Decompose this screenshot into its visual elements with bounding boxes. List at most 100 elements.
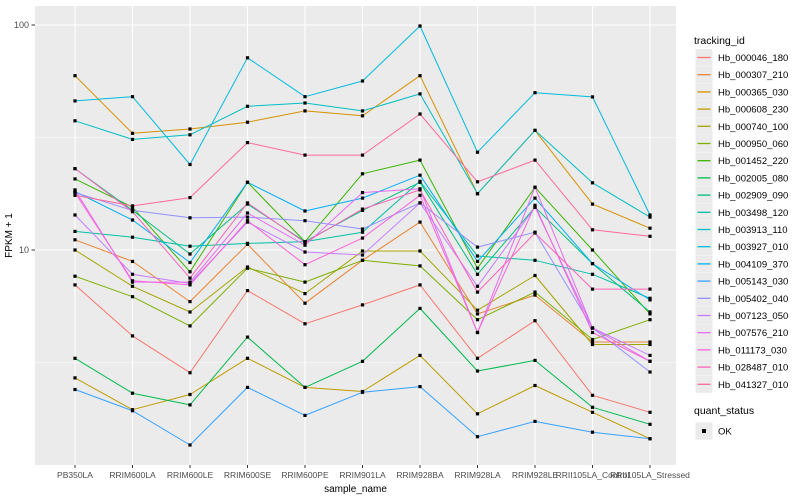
data-point (590, 326, 595, 330)
data-points (73, 24, 652, 447)
data-point (418, 249, 422, 253)
data-point (245, 180, 250, 184)
data-point (360, 196, 365, 200)
data-point (303, 95, 307, 99)
data-point (245, 219, 250, 223)
data-point (245, 289, 250, 293)
data-point (418, 112, 422, 116)
data-point (590, 272, 595, 276)
legend-entry: Hb_000046_180 (695, 49, 788, 66)
legend-entry: Hb_005402_040 (695, 289, 788, 307)
data-point (245, 356, 250, 360)
x-tick-label: RRII105LA_Stressed (610, 470, 690, 480)
legend-entry: Hb_000307_210 (695, 66, 788, 84)
data-point (360, 227, 365, 231)
legend-label: Hb_002909_090 (718, 191, 788, 202)
data-point (590, 405, 595, 409)
data-point (648, 298, 652, 302)
data-point (418, 385, 422, 389)
data-point (188, 260, 192, 265)
data-point (533, 258, 537, 262)
data-point (73, 283, 77, 287)
data-point (648, 370, 652, 374)
data-point (418, 188, 422, 192)
data-point (188, 216, 192, 220)
data-point (303, 263, 307, 267)
data-point (303, 240, 307, 245)
data-point (303, 280, 307, 284)
x-tick-label: RRIM600PE (281, 470, 329, 480)
data-point (303, 153, 307, 157)
legend-entry: Hb_007123_050 (695, 307, 788, 324)
data-point (188, 300, 192, 304)
data-point (188, 371, 192, 375)
data-point (130, 279, 135, 283)
data-point (360, 359, 365, 363)
data-point (360, 153, 365, 157)
data-point (418, 74, 422, 78)
data-point (360, 109, 365, 113)
data-point (188, 162, 192, 167)
data-point (475, 312, 480, 316)
data-point (590, 248, 595, 252)
data-point (590, 410, 595, 414)
data-point (648, 287, 652, 291)
data-point (418, 201, 422, 205)
data-point (648, 342, 652, 347)
data-point (418, 158, 422, 162)
data-point (303, 209, 307, 213)
legend-label: Hb_001452_220 (718, 156, 788, 167)
data-point (188, 310, 192, 314)
legend-entry: Hb_003498_120 (695, 203, 788, 221)
data-point (533, 203, 537, 207)
data-point (303, 385, 307, 389)
legend-label: Hb_000608_230 (718, 105, 788, 116)
data-point (360, 249, 365, 253)
data-point (418, 179, 422, 183)
data-point (188, 280, 192, 284)
legend-label: Hb_000046_180 (718, 53, 788, 64)
legend-entry: Hb_000950_060 (695, 135, 788, 152)
data-point (130, 95, 135, 99)
data-point (360, 236, 365, 240)
legend-entry: Hb_028487_010 (695, 358, 788, 376)
data-point (303, 219, 307, 223)
data-point (130, 259, 135, 263)
data-point (648, 310, 652, 314)
data-point (475, 259, 480, 263)
data-point (188, 127, 192, 131)
data-point (418, 353, 422, 357)
data-point (533, 185, 537, 189)
x-tick-label: PB350LA (57, 470, 93, 480)
x-axis-title: sample_name (324, 484, 387, 495)
data-point (590, 430, 595, 434)
data-point (245, 335, 250, 339)
data-point (360, 253, 365, 257)
data-point (533, 358, 537, 362)
data-point (360, 230, 365, 234)
legend-entry: Hb_001452_220 (695, 152, 788, 170)
data-point (360, 79, 365, 83)
data-point (533, 205, 537, 209)
data-point (73, 177, 77, 181)
data-point (475, 435, 480, 439)
data-point (303, 322, 307, 326)
y-tick-label: 100 (14, 20, 29, 30)
data-point (590, 202, 595, 206)
legend-label: Hb_000740_100 (718, 122, 788, 133)
data-point (188, 244, 192, 248)
legend-title-quant-status: quant_status (694, 405, 754, 417)
legend-label: Hb_004109_370 (718, 259, 788, 270)
data-point (245, 56, 250, 60)
legend-entry: Hb_003927_010 (695, 238, 788, 256)
data-point (73, 193, 77, 197)
data-point (475, 290, 480, 294)
data-point (245, 385, 250, 389)
y-tick-label: 10 (19, 245, 29, 255)
legend-entry: Hb_000740_100 (695, 117, 788, 135)
legend-label: Hb_000365_030 (718, 87, 788, 98)
data-point (590, 287, 595, 291)
data-point (303, 292, 307, 296)
data-point (188, 270, 192, 274)
